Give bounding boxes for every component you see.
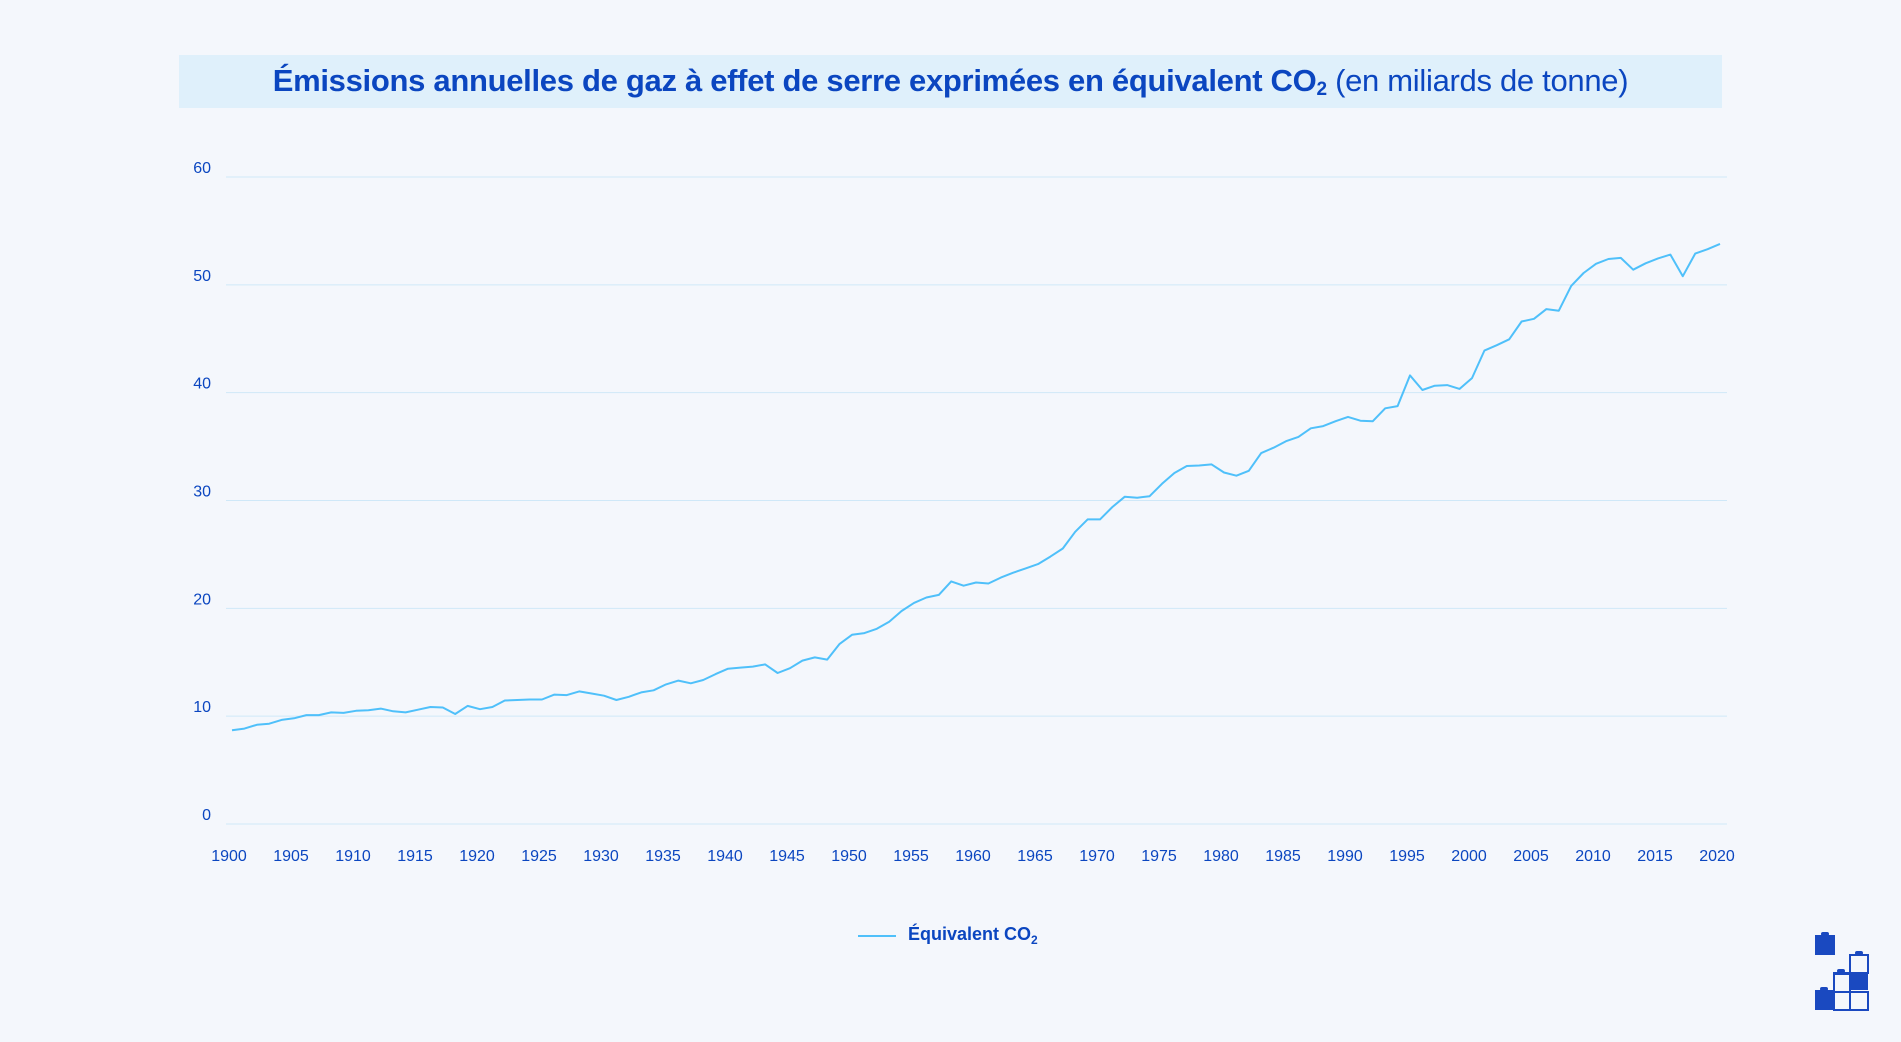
- x-tick-label: 2005: [1513, 848, 1549, 865]
- chart-title-box: Émissions annuelles de gaz à effet de se…: [179, 55, 1722, 108]
- legend-line-swatch: [858, 934, 896, 937]
- x-tick-label: 1920: [459, 848, 495, 865]
- x-tick-label: 1975: [1141, 848, 1177, 865]
- y-tick-label: 0: [202, 807, 211, 824]
- legend-label[interactable]: Équivalent CO2: [908, 924, 1038, 947]
- x-tick-label: 1935: [645, 848, 681, 865]
- x-tick-label: 1960: [955, 848, 991, 865]
- x-tick-label: 1900: [211, 848, 247, 865]
- legend: Équivalent CO2: [858, 924, 1038, 947]
- y-axis-labels: 0 10 20 30 40 50 60: [193, 160, 211, 824]
- x-tick-label: 2000: [1451, 848, 1487, 865]
- x-tick-label: 2020: [1699, 848, 1735, 865]
- title-main: Émissions annuelles de gaz à effet de se…: [272, 62, 1317, 98]
- x-tick-label: 1940: [707, 848, 743, 865]
- y-tick-label: 30: [193, 484, 211, 501]
- gridlines: [226, 176, 1727, 825]
- x-tick-label: 1910: [335, 848, 371, 865]
- legend-label-subscript: 2: [1031, 933, 1038, 947]
- stacked-blocks-logo-icon: [1815, 932, 1869, 1011]
- y-tick-label: 20: [193, 591, 211, 608]
- x-axis-labels: 1900 1905 1910 1915 1920 1925 1930 1935 1940 1945…: [211, 848, 1735, 865]
- y-tick-label: 60: [193, 160, 211, 177]
- x-tick-label: 2010: [1575, 848, 1611, 865]
- x-tick-label: 1915: [397, 848, 433, 865]
- x-tick-label: 2015: [1637, 848, 1673, 865]
- y-tick-label: 40: [193, 376, 211, 393]
- x-tick-label: 1980: [1203, 848, 1239, 865]
- x-tick-label: 1990: [1327, 848, 1363, 865]
- x-tick-label: 1955: [893, 848, 929, 865]
- y-tick-label: 50: [193, 268, 211, 285]
- title-subscript: 2: [1316, 78, 1327, 100]
- legend-label-main: Équivalent CO: [908, 924, 1032, 944]
- x-tick-label: 1905: [273, 848, 309, 865]
- x-tick-label: 1985: [1265, 848, 1301, 865]
- x-tick-label: 1970: [1079, 848, 1115, 865]
- series-lines: [231, 242, 1721, 732]
- x-tick-label: 1925: [521, 848, 557, 865]
- y-tick-label: 10: [193, 699, 211, 716]
- x-tick-label: 1995: [1389, 848, 1425, 865]
- title-unit: (en miliards de tonne): [1335, 62, 1629, 98]
- chart-title: Émissions annuelles de gaz à effet de se…: [273, 63, 1629, 101]
- series-line-equivalent-co2: [231, 242, 1721, 732]
- x-tick-label: 1945: [769, 848, 805, 865]
- x-tick-label: 1930: [583, 848, 619, 865]
- x-tick-label: 1950: [831, 848, 867, 865]
- x-tick-label: 1965: [1017, 848, 1053, 865]
